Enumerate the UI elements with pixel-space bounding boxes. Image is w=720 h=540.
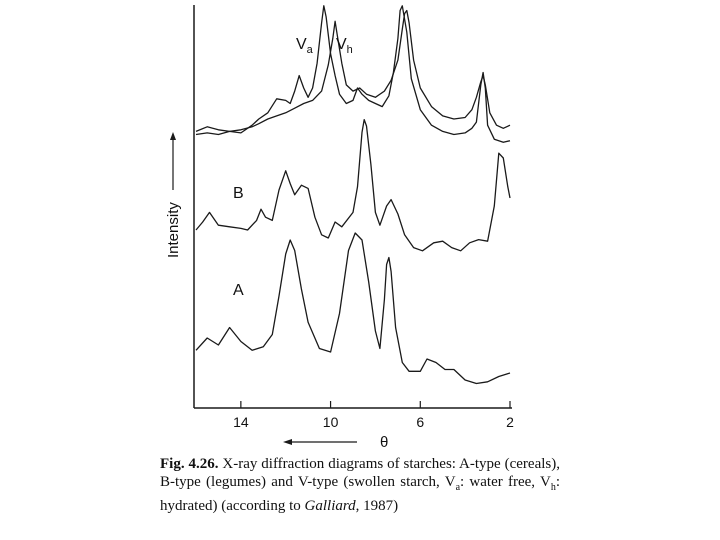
figure-caption: Fig. 4.26. X-ray diffraction diagrams of… — [160, 455, 560, 515]
label-panel-a: A — [233, 282, 244, 299]
label-vh: Vh — [336, 36, 353, 56]
series-line-va — [195, 5, 511, 143]
caption-author: Galliard — [304, 498, 356, 514]
x-ticks: 14 10 6 2 — [233, 401, 514, 430]
series-line-b — [195, 118, 511, 252]
caption-sub-a: a — [455, 482, 461, 493]
x-tick-label: 6 — [416, 414, 424, 430]
y-axis-title-group: Intensity — [165, 132, 182, 258]
series-line-a — [195, 232, 511, 385]
series-line-vh — [195, 9, 511, 133]
x-tick-label: 10 — [323, 414, 339, 430]
x-axis-title: θ — [380, 434, 388, 451]
label-va: Va — [296, 36, 314, 56]
x-tick-label: 2 — [506, 414, 514, 430]
x-axis-title-group: θ — [283, 434, 388, 451]
y-axis-title: Intensity — [165, 202, 182, 258]
y-arrow-head-icon — [170, 132, 176, 140]
caption-text-4: , 1987) — [355, 498, 399, 514]
figure-number: Fig. 4.26. — [160, 456, 219, 472]
caption-text-1: X-ray diffraction diagrams of starches: … — [160, 456, 560, 490]
x-arrow-head-icon — [283, 439, 292, 445]
label-panel-b: B — [233, 185, 244, 202]
caption-sub-h: h — [550, 482, 556, 493]
x-tick-label: 14 — [233, 414, 249, 430]
curves — [195, 5, 511, 385]
caption-text-3: : hydrated) (according to — [160, 474, 560, 514]
caption-text-2: : water free, V — [460, 474, 551, 490]
